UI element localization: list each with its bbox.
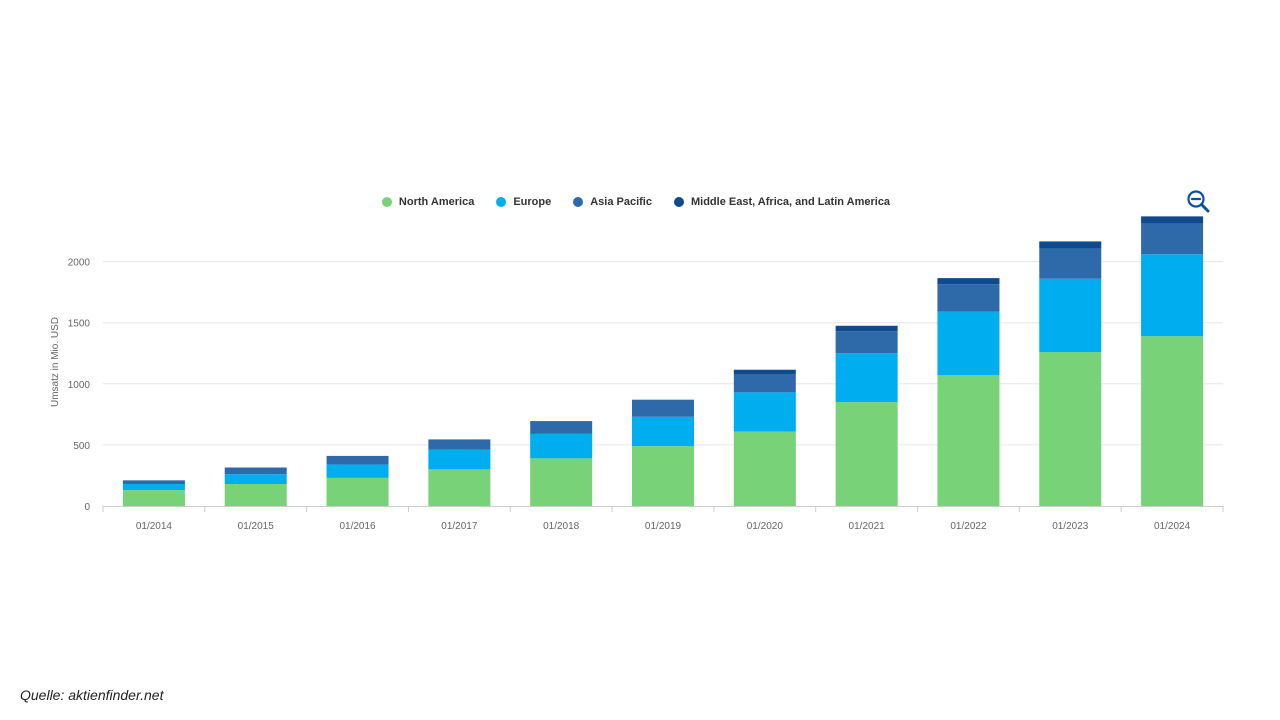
bar-segment[interactable] [1141, 254, 1204, 337]
legend-marker [573, 197, 584, 207]
legend-label: Middle East, Africa, and Latin America [690, 196, 891, 208]
legend-item[interactable]: Asia Pacific [573, 196, 652, 208]
bar-segment[interactable] [530, 433, 593, 459]
zoom-out-icon [1187, 190, 1210, 213]
bar-segment[interactable] [326, 464, 389, 478]
bar-segment[interactable] [224, 484, 287, 506]
bar-segment[interactable] [224, 467, 287, 475]
y-tick-label: 2000 [68, 258, 91, 269]
bar-segment[interactable] [835, 325, 898, 332]
x-tick-label: 01/2019 [645, 521, 682, 532]
chart-legend: North America Europe Asia Pacific Middle Ea… [0, 196, 1272, 208]
x-tick-label: 01/2024 [1154, 521, 1191, 532]
bar-segment[interactable] [835, 402, 898, 506]
bar-segment[interactable] [632, 446, 694, 506]
source-caption: Quelle: aktienfinder.net [20, 687, 164, 703]
y-axis-title: Umsatz in Mio. USD [50, 317, 61, 407]
y-tick-label: 1500 [68, 319, 91, 330]
bar-segment[interactable] [224, 474, 287, 485]
legend-label: North America [398, 196, 475, 208]
bar-segment[interactable] [835, 353, 898, 403]
bar-segment[interactable] [122, 484, 185, 491]
bar-segment[interactable] [1141, 336, 1204, 506]
bar-segment[interactable] [530, 421, 593, 434]
bar-segment[interactable] [122, 490, 185, 506]
bar-segment[interactable] [530, 458, 593, 506]
bar-segment[interactable] [1039, 352, 1102, 506]
y-tick-label: 0 [84, 502, 90, 513]
legend-label: Europe [513, 196, 552, 208]
bar-segment[interactable] [1039, 278, 1102, 353]
legend-marker [381, 197, 392, 207]
bar-segment[interactable] [733, 392, 796, 432]
bar-segment[interactable] [733, 374, 796, 393]
bar-segment[interactable] [632, 399, 694, 417]
bar-segment[interactable] [937, 284, 1000, 312]
legend-item[interactable]: Middle East, Africa, and Latin America [673, 196, 891, 208]
x-tick-label: 01/2014 [136, 521, 173, 532]
legend-label: Asia Pacific [590, 196, 652, 208]
bar-segment[interactable] [428, 439, 491, 450]
bar-segment[interactable] [733, 369, 796, 375]
bar-segment[interactable] [835, 331, 898, 354]
zoom-out-button[interactable] [1186, 189, 1212, 215]
x-tick-label: 01/2016 [339, 521, 376, 532]
x-tick-label: 01/2018 [543, 521, 580, 532]
x-tick-label: 01/2022 [950, 521, 987, 532]
bar-segment[interactable] [632, 416, 694, 447]
bar-segment[interactable] [937, 278, 1000, 285]
bar-segment[interactable] [428, 469, 491, 506]
x-tick-label: 01/2020 [747, 521, 784, 532]
x-tick-label: 01/2017 [441, 521, 478, 532]
y-tick-label: 1000 [68, 380, 91, 391]
legend-marker [496, 197, 507, 207]
bar-segment[interactable] [937, 311, 1000, 376]
x-tick-label: 01/2021 [849, 521, 886, 532]
bar-segment[interactable] [326, 477, 389, 506]
legend-item[interactable]: North America [381, 196, 475, 208]
bar-segment[interactable] [326, 455, 389, 465]
bar-segment[interactable] [1141, 216, 1204, 224]
x-tick-label: 01/2023 [1052, 521, 1089, 532]
bar-segment[interactable] [122, 480, 185, 485]
bar-segment[interactable] [428, 449, 491, 470]
bar-segment[interactable] [733, 431, 796, 506]
legend-item[interactable]: Europe [496, 196, 551, 208]
bar-segment[interactable] [1039, 241, 1102, 249]
bar-segment[interactable] [937, 375, 1000, 506]
bar-segment[interactable] [1141, 223, 1204, 255]
legend-marker [673, 197, 684, 207]
x-tick-label: 01/2015 [238, 521, 275, 532]
y-tick-label: 500 [73, 441, 90, 452]
bar-segment[interactable] [1039, 248, 1102, 279]
